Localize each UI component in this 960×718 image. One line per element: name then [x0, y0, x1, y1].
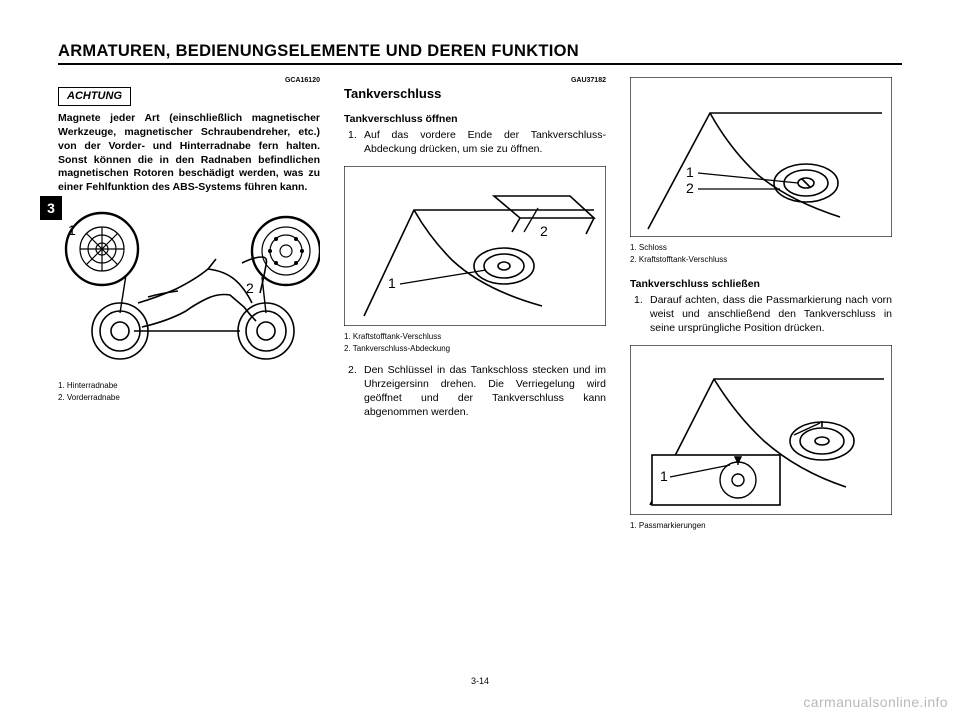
- step: Den Schlüssel in das Tankschloss stecken…: [344, 363, 606, 420]
- svg-text:2: 2: [540, 223, 548, 239]
- svg-text:1: 1: [660, 468, 668, 484]
- caption-line: 1. Hinterradnabe: [58, 381, 320, 392]
- subheading-close: Tankverschluss schließen: [630, 278, 892, 290]
- caption-line: 2. Tankverschluss-Abdeckung: [344, 344, 606, 355]
- section-title: Tankverschluss: [344, 86, 606, 101]
- page-number: 3-14: [0, 676, 960, 686]
- column-1: GCA16120 ACHTUNG Magnete jeder Art (eins…: [58, 77, 320, 532]
- figure-fuel-cap-cover: 1 2: [344, 166, 606, 326]
- figure-scooter-hubs: 1 2: [58, 205, 320, 375]
- caption-line: 1. Schloss: [630, 243, 892, 254]
- caption-line: 2. Kraftstofftank-Verschluss: [630, 255, 892, 266]
- figure-caption-cap-cover: 1. Kraftstofftank-Verschluss 2. Tankvers…: [344, 332, 606, 355]
- svg-text:1: 1: [68, 222, 76, 238]
- svg-text:2: 2: [686, 180, 694, 196]
- step: Auf das vordere Ende der Tankverschluss-…: [344, 128, 606, 156]
- page-header: ARMATUREN, BEDIENUNGSELEMENTE UND DEREN …: [58, 42, 902, 65]
- close-steps: Darauf achten, dass die Passmarkierung n…: [630, 293, 892, 336]
- svg-text:1: 1: [686, 164, 694, 180]
- caption-line: 1. Passmarkierungen: [630, 521, 892, 532]
- manual-page: ARMATUREN, BEDIENUNGSELEMENTE UND DEREN …: [0, 0, 960, 718]
- caption-line: 1. Kraftstofftank-Verschluss: [344, 332, 606, 343]
- open-steps-part1: Auf das vordere Ende der Tankverschluss-…: [344, 128, 606, 156]
- figure-alignment-marks: 1: [630, 345, 892, 515]
- subheading-open: Tankverschluss öffnen: [344, 113, 606, 125]
- doc-code-id: GAU37182: [344, 77, 606, 84]
- open-steps-part2: Den Schlüssel in das Tankschloss stecken…: [344, 363, 606, 420]
- section-number-tab: 3: [40, 196, 62, 220]
- svg-text:2: 2: [246, 280, 254, 296]
- step: Darauf achten, dass die Passmarkierung n…: [630, 293, 892, 336]
- caption-line: 2. Vorderradnabe: [58, 393, 320, 404]
- column-3: 1 2 1. Schloss 2. Kraftstofftank-Verschl…: [630, 77, 892, 532]
- content-columns: GCA16120 ACHTUNG Magnete jeder Art (eins…: [58, 77, 902, 532]
- svg-text:1: 1: [388, 275, 396, 291]
- warning-text: Magnete jeder Art (einschließlich magnet…: [58, 112, 320, 195]
- figure-caption-hubs: 1. Hinterradnabe 2. Vorderradnabe: [58, 381, 320, 404]
- figure-caption-cap-lock: 1. Schloss 2. Kraftstofftank-Verschluss: [630, 243, 892, 266]
- figure-caption-alignment: 1. Passmarkierungen: [630, 521, 892, 532]
- achtung-box: ACHTUNG: [58, 87, 131, 106]
- column-2: GAU37182 Tankverschluss Tankverschluss ö…: [344, 77, 606, 532]
- watermark: carmanualsonline.info: [803, 694, 948, 710]
- doc-code-id: GCA16120: [58, 77, 320, 84]
- figure-fuel-cap-lock: 1 2: [630, 77, 892, 237]
